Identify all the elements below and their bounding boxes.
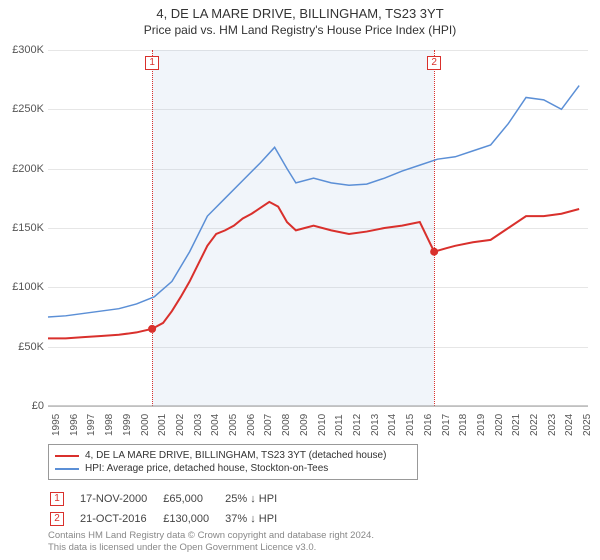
y-tick-label: £200K	[0, 163, 44, 175]
legend-row-hpi: HPI: Average price, detached house, Stoc…	[55, 462, 411, 475]
series-property	[48, 202, 579, 338]
plot-area: 12	[48, 50, 588, 406]
x-tick-label: 2020	[494, 414, 505, 436]
x-tick-label: 2018	[458, 414, 469, 436]
x-tick-label: 1999	[122, 414, 133, 436]
y-tick-label: £0	[0, 400, 44, 412]
y-tick-label: £300K	[0, 44, 44, 56]
footer-line-1: Contains HM Land Registry data © Crown c…	[48, 530, 374, 542]
event-price-2: £130,000	[163, 510, 223, 528]
x-tick-label: 2004	[210, 414, 221, 436]
footer: Contains HM Land Registry data © Crown c…	[48, 530, 374, 554]
event-inline-marker: 1	[145, 56, 159, 70]
x-tick-label: 1998	[104, 414, 115, 436]
chart-title: 4, DE LA MARE DRIVE, BILLINGHAM, TS23 3Y…	[0, 0, 600, 21]
legend-row-property: 4, DE LA MARE DRIVE, BILLINGHAM, TS23 3Y…	[55, 449, 411, 462]
x-tick-label: 2002	[175, 414, 186, 436]
y-tick-label: £100K	[0, 281, 44, 293]
x-tick-label: 2007	[263, 414, 274, 436]
event-delta-2: 37% ↓ HPI	[225, 510, 291, 528]
series-hpi	[48, 86, 579, 317]
legend-swatch-property	[55, 455, 79, 457]
x-tick-label: 2017	[441, 414, 452, 436]
event-marker-2: 2	[50, 512, 64, 526]
x-tick-label: 2014	[387, 414, 398, 436]
line-series-svg	[48, 50, 588, 406]
event-row-2: 2 21-OCT-2016 £130,000 37% ↓ HPI	[50, 510, 291, 528]
events-table: 1 17-NOV-2000 £65,000 25% ↓ HPI 2 21-OCT…	[48, 488, 293, 530]
legend-label-property: 4, DE LA MARE DRIVE, BILLINGHAM, TS23 3Y…	[85, 450, 386, 461]
event-delta-1: 25% ↓ HPI	[225, 490, 291, 508]
x-tick-label: 2008	[281, 414, 292, 436]
x-tick-label: 2019	[476, 414, 487, 436]
event-row-1: 1 17-NOV-2000 £65,000 25% ↓ HPI	[50, 490, 291, 508]
x-tick-label: 2015	[405, 414, 416, 436]
event-inline-marker: 2	[427, 56, 441, 70]
x-tick-label: 1996	[69, 414, 80, 436]
y-tick-label: £50K	[0, 341, 44, 353]
footer-line-2: This data is licensed under the Open Gov…	[48, 542, 374, 554]
x-tick-label: 2010	[317, 414, 328, 436]
x-tick-label: 2005	[228, 414, 239, 436]
x-tick-label: 1995	[51, 414, 62, 436]
x-tick-label: 2001	[157, 414, 168, 436]
event-marker-1: 1	[50, 492, 64, 506]
legend-swatch-hpi	[55, 468, 79, 470]
x-tick-label: 1997	[86, 414, 97, 436]
event-date-1: 17-NOV-2000	[80, 490, 161, 508]
legend-label-hpi: HPI: Average price, detached house, Stoc…	[85, 463, 328, 474]
event-date-2: 21-OCT-2016	[80, 510, 161, 528]
chart-subtitle: Price paid vs. HM Land Registry's House …	[0, 21, 600, 41]
y-tick-label: £150K	[0, 222, 44, 234]
x-tick-label: 2009	[299, 414, 310, 436]
x-tick-label: 2025	[582, 414, 593, 436]
x-tick-label: 2022	[529, 414, 540, 436]
x-tick-label: 2024	[564, 414, 575, 436]
x-tick-label: 2013	[370, 414, 381, 436]
y-tick-label: £250K	[0, 103, 44, 115]
x-tick-label: 2006	[246, 414, 257, 436]
x-tick-label: 2000	[140, 414, 151, 436]
x-tick-label: 2011	[334, 414, 345, 436]
legend: 4, DE LA MARE DRIVE, BILLINGHAM, TS23 3Y…	[48, 444, 418, 480]
x-tick-label: 2016	[423, 414, 434, 436]
x-tick-label: 2023	[547, 414, 558, 436]
chart-container: 4, DE LA MARE DRIVE, BILLINGHAM, TS23 3Y…	[0, 0, 600, 560]
event-price-1: £65,000	[163, 490, 223, 508]
x-tick-label: 2012	[352, 414, 363, 436]
x-tick-label: 2003	[193, 414, 204, 436]
x-tick-label: 2021	[511, 414, 522, 436]
